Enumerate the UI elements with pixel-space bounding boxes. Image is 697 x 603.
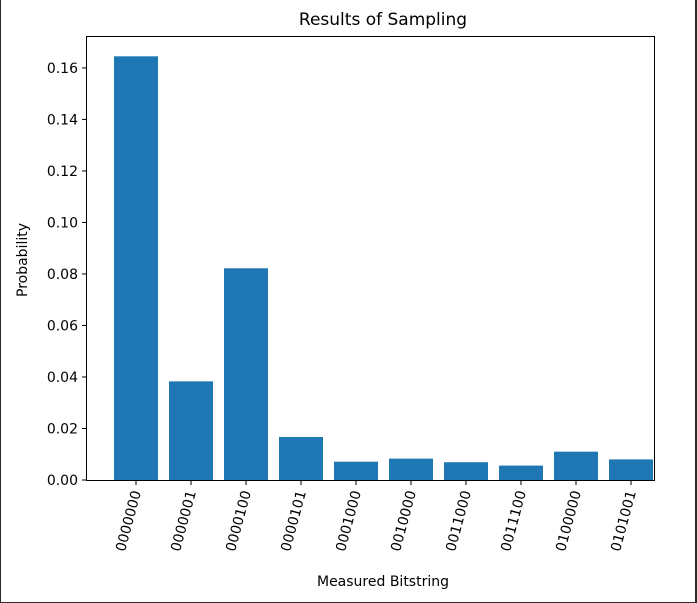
y-tick-label: 0.12 bbox=[47, 164, 78, 180]
bar-0011000 bbox=[444, 462, 488, 480]
x-tick-label: 0000001 bbox=[168, 489, 200, 553]
y-tick-label: 0.00 bbox=[47, 473, 78, 489]
y-tick-label: 0.04 bbox=[47, 370, 78, 386]
bars-group bbox=[114, 56, 653, 480]
x-tick-label: 0101001 bbox=[608, 489, 640, 553]
bar-0011100 bbox=[499, 465, 543, 480]
chart-title: Results of Sampling bbox=[299, 10, 467, 30]
y-tick-label: 0.08 bbox=[47, 267, 78, 283]
bar-0101001 bbox=[609, 459, 653, 480]
x-tick-label: 0000101 bbox=[278, 489, 310, 553]
bar-0000000 bbox=[114, 56, 158, 480]
x-tick-label: 0100000 bbox=[553, 489, 585, 553]
y-tick-label: 0.16 bbox=[47, 61, 78, 77]
y-axis: 0.00 0.02 0.04 0.06 0.08 0.10 0.12 0.14 0.16 bbox=[47, 61, 87, 489]
bar-0000001 bbox=[169, 381, 213, 480]
bar-0000101 bbox=[279, 436, 323, 480]
x-tick-label: 0011000 bbox=[443, 489, 475, 553]
bar-0010000 bbox=[389, 458, 433, 480]
bar-0001000 bbox=[334, 461, 378, 480]
x-tick-label: 0010000 bbox=[388, 489, 420, 553]
x-axis-label: Measured Bitstring bbox=[317, 574, 449, 590]
x-tick-label: 0001000 bbox=[333, 489, 365, 553]
bar-0100000 bbox=[554, 451, 598, 480]
y-tick-label: 0.02 bbox=[47, 421, 78, 437]
x-tick-label: 0011100 bbox=[498, 489, 530, 553]
y-tick-label: 0.10 bbox=[47, 215, 78, 231]
y-axis-label: Probability bbox=[15, 223, 31, 297]
x-tick-label: 0000100 bbox=[223, 489, 255, 553]
x-axis: 0000000 0000001 0000100 0000101 0001000 00100… bbox=[113, 480, 640, 553]
y-tick-label: 0.14 bbox=[47, 112, 78, 128]
y-tick-label: 0.06 bbox=[47, 318, 78, 334]
x-tick-label: 0000000 bbox=[113, 489, 145, 553]
plot-area-border bbox=[86, 36, 655, 481]
bar-0000100 bbox=[224, 268, 268, 480]
